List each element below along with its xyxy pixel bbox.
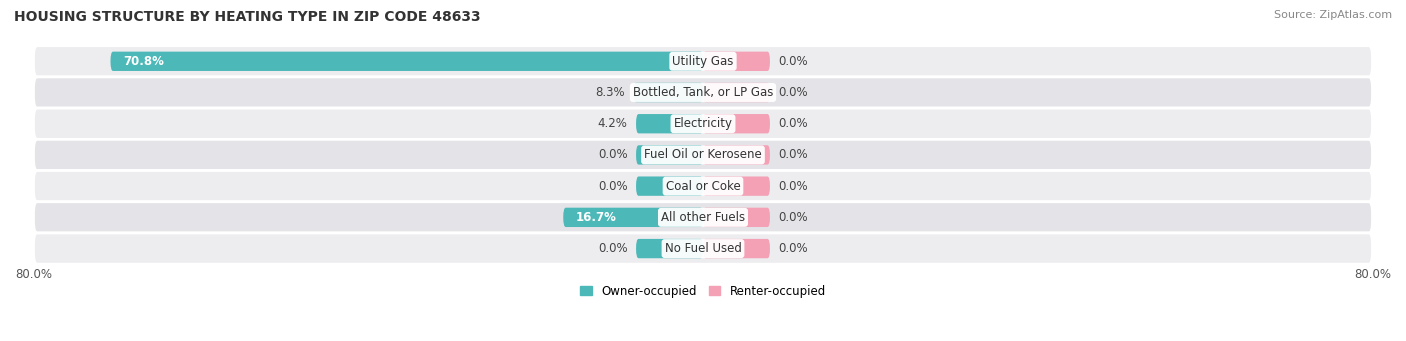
FancyBboxPatch shape: [34, 170, 1372, 202]
Text: Bottled, Tank, or LP Gas: Bottled, Tank, or LP Gas: [633, 86, 773, 99]
FancyBboxPatch shape: [636, 114, 703, 133]
FancyBboxPatch shape: [636, 145, 703, 165]
Text: 4.2%: 4.2%: [598, 117, 627, 130]
FancyBboxPatch shape: [34, 46, 1372, 77]
Text: Electricity: Electricity: [673, 117, 733, 130]
Text: 0.0%: 0.0%: [598, 180, 627, 193]
FancyBboxPatch shape: [34, 202, 1372, 233]
Text: 0.0%: 0.0%: [598, 242, 627, 255]
Text: Coal or Coke: Coal or Coke: [665, 180, 741, 193]
Text: 8.3%: 8.3%: [596, 86, 626, 99]
Text: 70.8%: 70.8%: [124, 55, 165, 68]
FancyBboxPatch shape: [111, 51, 703, 71]
Text: 0.0%: 0.0%: [779, 211, 808, 224]
Text: 0.0%: 0.0%: [779, 55, 808, 68]
Text: 0.0%: 0.0%: [779, 180, 808, 193]
FancyBboxPatch shape: [34, 139, 1372, 170]
FancyBboxPatch shape: [703, 208, 770, 227]
FancyBboxPatch shape: [636, 239, 703, 258]
Text: 0.0%: 0.0%: [779, 148, 808, 161]
Text: 16.7%: 16.7%: [576, 211, 617, 224]
FancyBboxPatch shape: [703, 51, 770, 71]
FancyBboxPatch shape: [34, 108, 1372, 139]
FancyBboxPatch shape: [34, 233, 1372, 264]
Text: 0.0%: 0.0%: [779, 242, 808, 255]
FancyBboxPatch shape: [34, 77, 1372, 108]
Text: Source: ZipAtlas.com: Source: ZipAtlas.com: [1274, 10, 1392, 20]
FancyBboxPatch shape: [564, 208, 703, 227]
Text: HOUSING STRUCTURE BY HEATING TYPE IN ZIP CODE 48633: HOUSING STRUCTURE BY HEATING TYPE IN ZIP…: [14, 10, 481, 24]
FancyBboxPatch shape: [636, 177, 703, 196]
Text: Utility Gas: Utility Gas: [672, 55, 734, 68]
Text: 0.0%: 0.0%: [779, 117, 808, 130]
Text: All other Fuels: All other Fuels: [661, 211, 745, 224]
Text: 0.0%: 0.0%: [779, 86, 808, 99]
FancyBboxPatch shape: [703, 239, 770, 258]
Text: Fuel Oil or Kerosene: Fuel Oil or Kerosene: [644, 148, 762, 161]
Text: 0.0%: 0.0%: [598, 148, 627, 161]
FancyBboxPatch shape: [634, 83, 703, 102]
FancyBboxPatch shape: [703, 83, 770, 102]
Legend: Owner-occupied, Renter-occupied: Owner-occupied, Renter-occupied: [579, 285, 827, 298]
Text: No Fuel Used: No Fuel Used: [665, 242, 741, 255]
FancyBboxPatch shape: [703, 145, 770, 165]
FancyBboxPatch shape: [703, 114, 770, 133]
FancyBboxPatch shape: [703, 177, 770, 196]
